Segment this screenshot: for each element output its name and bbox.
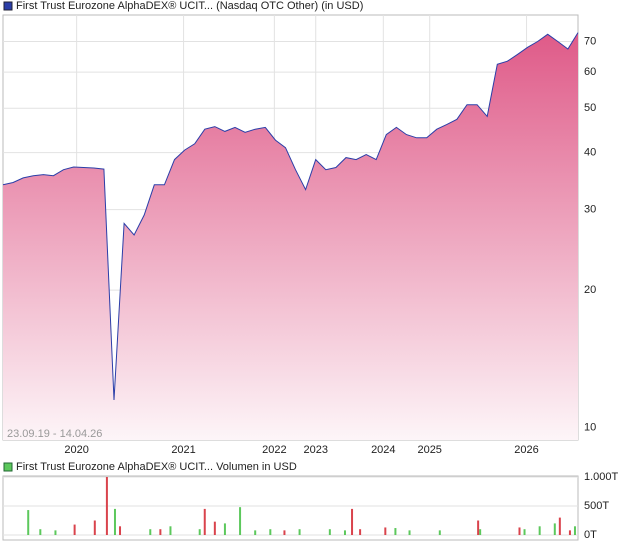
- volume-bar: [558, 517, 561, 535]
- price-area: [3, 32, 578, 440]
- volume-bar: [119, 526, 122, 535]
- volume-bar: [223, 523, 226, 535]
- volume-bar: [198, 529, 201, 535]
- volume-bar: [113, 508, 116, 535]
- volume-bar: [54, 530, 57, 535]
- volume-bar: [518, 527, 521, 535]
- volume-bar: [105, 477, 108, 535]
- x-tick-label: 2022: [262, 444, 286, 456]
- legend-label: First Trust Eurozone AlphaDEX® UCIT... V…: [16, 461, 297, 473]
- y-tick-label: 30: [584, 204, 596, 216]
- y-tick-label: 0T: [584, 529, 597, 541]
- volume-bar: [384, 527, 387, 535]
- volume-bar: [328, 529, 331, 535]
- volume-bar: [573, 526, 576, 535]
- volume-bar: [479, 529, 482, 535]
- volume-bar: [239, 507, 242, 535]
- volume-bar: [149, 529, 152, 535]
- y-tick-label: 40: [584, 146, 596, 158]
- volume-bar: [394, 528, 397, 535]
- volume-bar: [213, 521, 216, 535]
- y-tick-label: 20: [584, 284, 596, 296]
- y-tick-label: 50: [584, 102, 596, 114]
- volume-bar: [73, 524, 76, 535]
- legend-swatch: [3, 462, 13, 472]
- x-tick-label: 2023: [303, 444, 327, 456]
- x-tick-label: 2021: [171, 444, 195, 456]
- volume-bar: [159, 529, 162, 535]
- volume-bar: [359, 529, 362, 535]
- x-tick-label: 2025: [417, 444, 441, 456]
- volume-bar: [269, 529, 272, 535]
- volume-bar: [343, 530, 346, 535]
- legend-label: First Trust Eurozone AlphaDEX® UCIT... (…: [16, 0, 363, 12]
- x-tick-label: 2026: [514, 444, 538, 456]
- y-tick-label: 500T: [584, 500, 609, 512]
- volume-panel: [2, 475, 579, 541]
- volume-bar: [298, 529, 301, 535]
- y-tick-label: 60: [584, 66, 596, 78]
- volume-bar: [438, 530, 441, 535]
- volume-bar: [568, 530, 571, 535]
- volume-bar: [523, 529, 526, 535]
- volume-bar: [254, 530, 257, 535]
- volume-bar: [283, 530, 286, 535]
- volume-bar: [538, 526, 541, 535]
- x-tick-label: 2020: [64, 444, 88, 456]
- legend-swatch: [3, 1, 13, 11]
- y-tick-label: 10: [584, 422, 596, 434]
- x-tick-label: 2024: [371, 444, 395, 456]
- volume-bar: [169, 526, 172, 535]
- volume-bar: [27, 510, 30, 535]
- volume-bar: [408, 530, 411, 535]
- volume-bar: [203, 508, 206, 535]
- date-range: 23.09.19 - 14.04.26: [7, 428, 102, 440]
- volume-bar: [477, 520, 480, 535]
- volume-bar: [351, 508, 354, 535]
- volume-bar: [553, 523, 556, 535]
- volume-bar: [93, 520, 96, 535]
- y-tick-label: 1.000T: [584, 471, 619, 483]
- volume-bar: [39, 529, 42, 535]
- price-line: [2, 32, 579, 401]
- y-tick-label: 70: [584, 35, 596, 47]
